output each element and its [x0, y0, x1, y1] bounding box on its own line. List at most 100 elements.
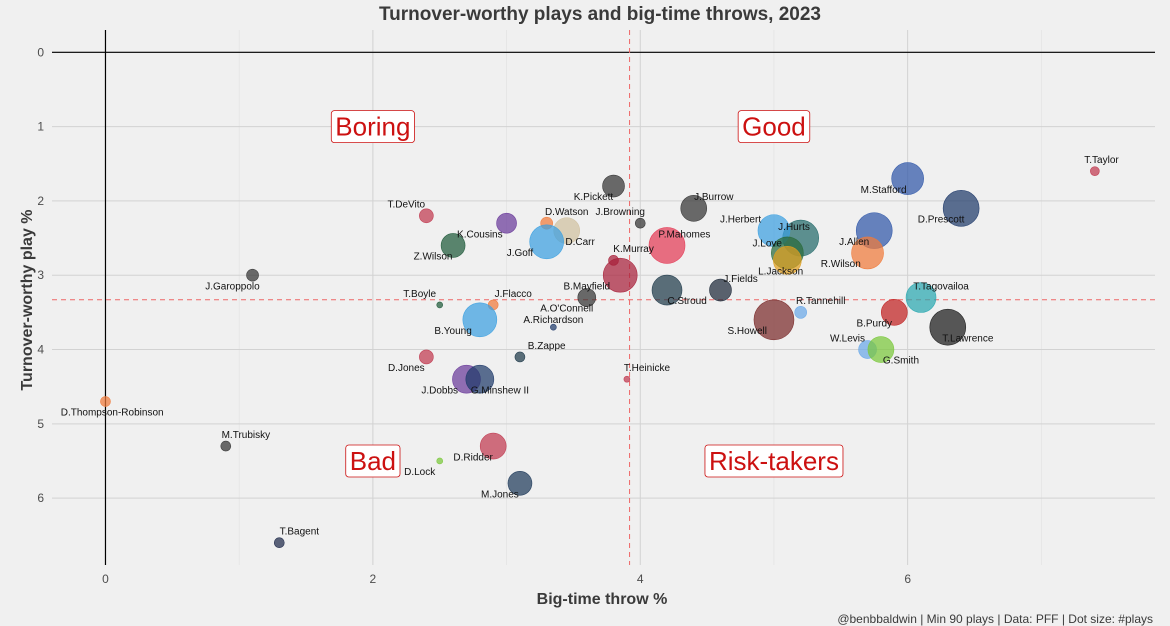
point-p-mahomes	[648, 227, 686, 264]
point-g-minshew-ii	[465, 364, 495, 394]
point-m-trubisky	[220, 440, 232, 452]
chart-title: Turnover-worthy plays and big-time throw…	[379, 4, 821, 25]
point-t-bagent	[273, 537, 285, 549]
point-label: R.Wilson	[821, 259, 861, 270]
point-l-jackson	[773, 246, 802, 275]
point-z-wilson	[440, 233, 466, 258]
point-t-lawrence	[929, 308, 967, 346]
point-t-taylor	[1090, 166, 1100, 176]
data-points	[100, 162, 1100, 549]
y-tick-label: 1	[37, 120, 44, 134]
quadrant-label-box	[737, 110, 811, 143]
point-t-tagovailoa	[905, 282, 937, 313]
point-label: J.Goff	[507, 248, 534, 259]
y-tick-label: 6	[37, 491, 44, 505]
point-label: J.Hurts	[778, 222, 810, 233]
point-label: M.Jones	[481, 489, 519, 500]
point-c-stroud	[651, 274, 683, 306]
point-label: T.Taylor	[1084, 155, 1119, 166]
quadrant-labels: Boring Good Bad Risk-takers	[330, 110, 844, 478]
point-j-garoppolo	[246, 268, 259, 282]
point-b-mayfield	[602, 257, 638, 293]
point-label: T.Heinicke	[624, 363, 671, 374]
point-label: K.Pickett	[574, 192, 614, 203]
y-tick-label: 4	[37, 343, 44, 357]
point-label: J.Fields	[723, 274, 757, 285]
point-r-wilson	[851, 236, 884, 270]
point-j-goff	[529, 224, 564, 260]
point-label: B.Young	[434, 326, 471, 337]
point-label: A.O'Connell	[540, 304, 593, 315]
point-label: J.Allen	[839, 237, 869, 248]
point-label: J.Flacco	[495, 289, 533, 300]
point-t-devito	[419, 208, 434, 224]
point-r-tannehill	[794, 306, 808, 319]
point-a-o-connell	[577, 288, 597, 307]
point-b-purdy	[880, 299, 908, 326]
x-tick-label: 2	[370, 572, 377, 586]
point-label: D.Watson	[545, 207, 589, 218]
point-label: D.Lock	[404, 467, 436, 478]
point-label: T.DeVito	[387, 200, 425, 211]
x-tick-label: 6	[904, 572, 911, 586]
point-j-fields	[709, 278, 732, 302]
point-label: J.Dobbs	[421, 385, 458, 396]
point-label: J.Burrow	[694, 192, 734, 203]
point-label: M.Stafford	[861, 185, 907, 196]
point-label: K.Murray	[613, 244, 654, 255]
x-axis-title: Big-time throw %	[537, 591, 668, 608]
point-t-heinicke	[623, 375, 631, 383]
point-k-pickett	[602, 174, 625, 198]
point-label: D.Jones	[388, 363, 425, 374]
point-label: B.Zappe	[528, 341, 566, 352]
point-label: T.Boyle	[403, 289, 436, 300]
y-tick-label: 3	[37, 268, 44, 282]
quadrant-label-text: Good	[742, 112, 806, 142]
point-label: J.Herbert	[720, 214, 761, 225]
point-label: J.Browning	[595, 207, 644, 218]
point-a-richardson	[550, 323, 557, 331]
point-label: W.Levis	[830, 333, 865, 344]
point-d-ridder	[479, 432, 507, 460]
quadrant-label: Bad	[345, 444, 401, 478]
point-label: S.Howell	[727, 326, 766, 337]
point-m-stafford	[891, 162, 924, 195]
point-labels: T.Taylor M.Stafford D.Prescott J.Allen R.Wil…	[61, 155, 1120, 538]
point-label: B.Mayfield	[563, 281, 610, 292]
axes: 0 2 4 6 0 1 2 3 4 5 6	[37, 30, 1155, 586]
y-tick-label: 2	[37, 194, 44, 208]
point-j-burrow	[680, 195, 708, 222]
point-k-cousins	[496, 212, 517, 234]
point-g-smith	[867, 336, 895, 363]
point-label: D.Carr	[565, 237, 595, 248]
point-label: L.Jackson	[758, 266, 803, 277]
point-label: T.Tagovailoa	[913, 281, 969, 292]
point-label: D.Thompson-Robinson	[61, 408, 164, 419]
quadrant-label-text: Bad	[350, 446, 396, 476]
point-b-young	[462, 302, 498, 338]
quadrant-label-text: Risk-takers	[709, 446, 839, 476]
point-d-lock	[436, 457, 444, 465]
quadrant-label: Risk-takers	[704, 444, 844, 478]
point-label: G.Minshew II	[471, 385, 529, 396]
point-label: D.Ridder	[453, 452, 493, 463]
point-label: R.Tannehill	[796, 296, 845, 307]
point-label: T.Lawrence	[942, 333, 994, 344]
point-d-prescott	[942, 190, 980, 227]
grid-lines	[52, 30, 1155, 565]
point-label: C.Stroud	[667, 296, 706, 307]
point-j-browning	[634, 217, 646, 229]
point-label: G.Smith	[883, 356, 919, 367]
point-label: J.Love	[753, 238, 783, 249]
y-tick-label: 0	[37, 45, 44, 59]
quadrant-label-box	[330, 110, 415, 143]
x-tick-label: 4	[637, 572, 644, 586]
point-label: A.Richardson	[523, 315, 583, 326]
point-label: Z.Wilson	[414, 252, 453, 263]
chart-caption: @benbbaldwin | Min 90 plays | Data: PFF …	[837, 612, 1153, 626]
point-label: K.Cousins	[457, 229, 503, 240]
point-d-jones	[419, 349, 434, 365]
quadrant-label-text: Boring	[335, 112, 410, 142]
x-tick-label: 0	[102, 572, 109, 586]
